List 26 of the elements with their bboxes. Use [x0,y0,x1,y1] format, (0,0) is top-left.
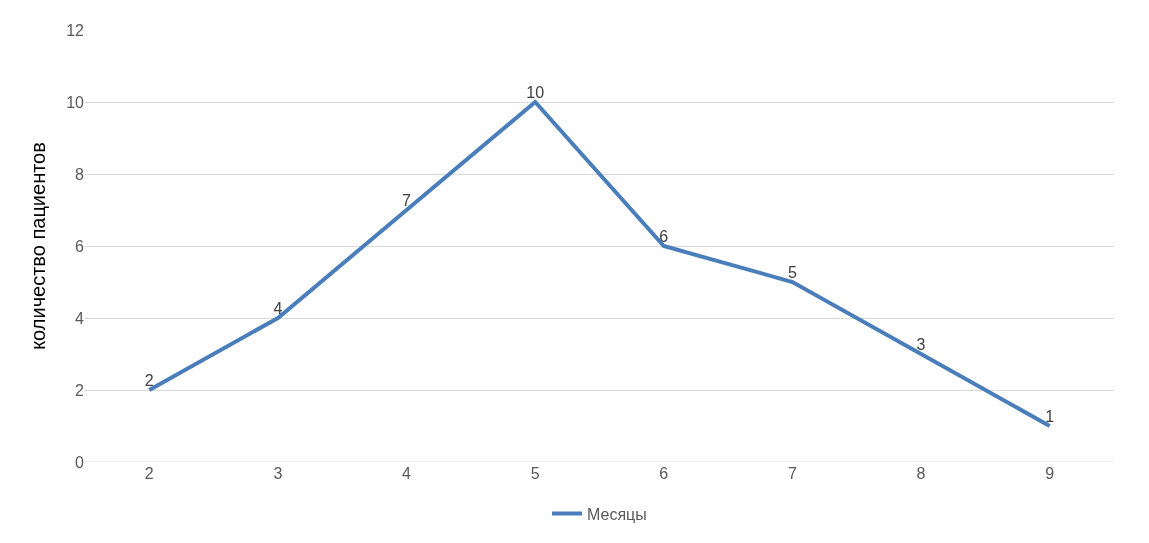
data-label: 2 [144,372,154,389]
data-label: 10 [526,84,545,101]
data-label: 7 [402,192,412,209]
x-tick-label: 7 [787,465,797,482]
x-tick-label: 6 [659,465,669,482]
x-tick-label: 8 [916,465,926,482]
y-axis-title: количество пациентов [26,142,49,350]
x-tick-label: 9 [1045,465,1055,482]
x-tick-label: 2 [144,465,154,482]
y-tick-label: 0 [75,453,85,471]
x-tick-label: 3 [273,465,283,482]
y-tick-label: 4 [75,309,85,327]
data-label: 4 [273,300,283,317]
data-label: 6 [659,228,669,245]
data-label: 3 [916,336,926,353]
x-tick-label: 4 [402,465,412,482]
data-label: 5 [787,264,797,281]
y-tick-label: 6 [75,237,85,255]
x-tick-label: 5 [530,465,540,482]
y-tick-label: 12 [66,21,85,39]
line-series [147,100,1052,428]
legend-label: Месяцы [587,505,647,523]
y-tick-label: 8 [75,165,85,183]
y-tick-label: 2 [75,381,85,399]
data-label: 1 [1045,408,1055,425]
y-tick-label: 10 [66,93,85,111]
